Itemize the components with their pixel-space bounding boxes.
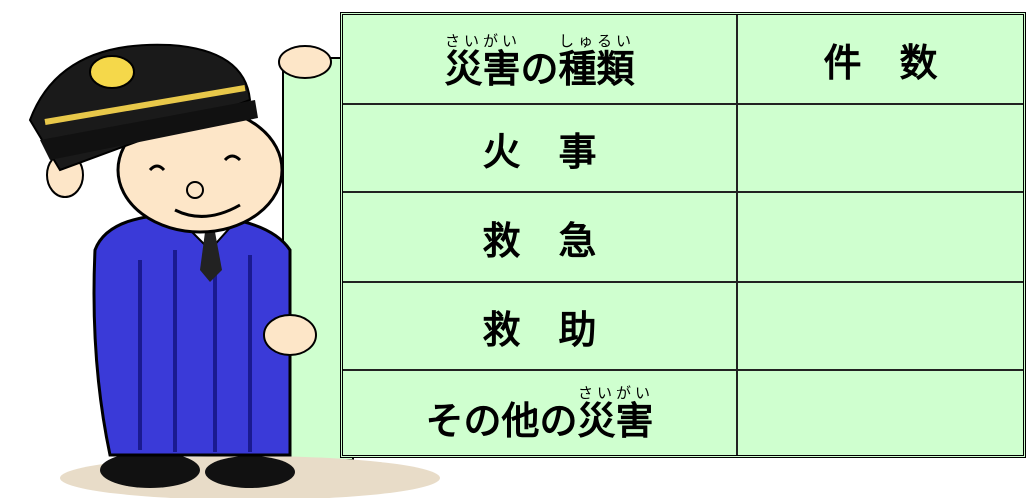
- row-label-cell: その他の 災害さいがい: [343, 371, 738, 455]
- count-cell: [738, 283, 1023, 371]
- header-cell: 災害さいがいの種類しゅるい: [343, 15, 738, 105]
- cap-band: [44, 85, 246, 125]
- base-text: その他の: [425, 399, 578, 443]
- row-label-cell: 火 事: [343, 105, 738, 193]
- cap-brim: [40, 100, 258, 160]
- cap-badge: [89, 55, 135, 89]
- ruby-reading: さいがい: [577, 384, 654, 402]
- eyes: [148, 154, 242, 172]
- uniform-stripes: [138, 250, 252, 452]
- count-cell: [738, 193, 1023, 283]
- uniform: [92, 212, 292, 457]
- shoe: [100, 452, 200, 488]
- ruby-text: 種類しゅるい: [559, 32, 635, 93]
- base-text: 救 助: [482, 307, 597, 352]
- ruby-text: 災害さいがい: [444, 32, 520, 93]
- base-text: の: [520, 47, 559, 91]
- base-text: 火 事: [482, 129, 597, 174]
- tie: [200, 232, 222, 282]
- count-cell: [738, 105, 1023, 193]
- ruby-text: 災害さいがい: [578, 384, 654, 445]
- base-text: 災害: [444, 47, 521, 91]
- hand: [263, 314, 317, 356]
- mouth: [174, 203, 241, 218]
- ruby-reading: しゅるい: [558, 32, 635, 50]
- count-cell: [738, 371, 1023, 455]
- header-cell: 件 数: [738, 15, 1023, 105]
- base-text: 災害: [577, 399, 654, 443]
- base-text: 救 急: [482, 218, 597, 263]
- ruby-reading: さいがい: [444, 32, 521, 50]
- row-label-cell: 救 急: [343, 193, 738, 283]
- nose: [186, 181, 204, 199]
- row-label-cell: 救 助: [343, 283, 738, 371]
- shoe: [205, 456, 295, 488]
- table: 災害さいがいの種類しゅるい件 数火 事救 急救 助その他の 災害さいがい: [340, 12, 1026, 458]
- hand: [278, 45, 332, 79]
- base-text: 種類: [558, 47, 635, 91]
